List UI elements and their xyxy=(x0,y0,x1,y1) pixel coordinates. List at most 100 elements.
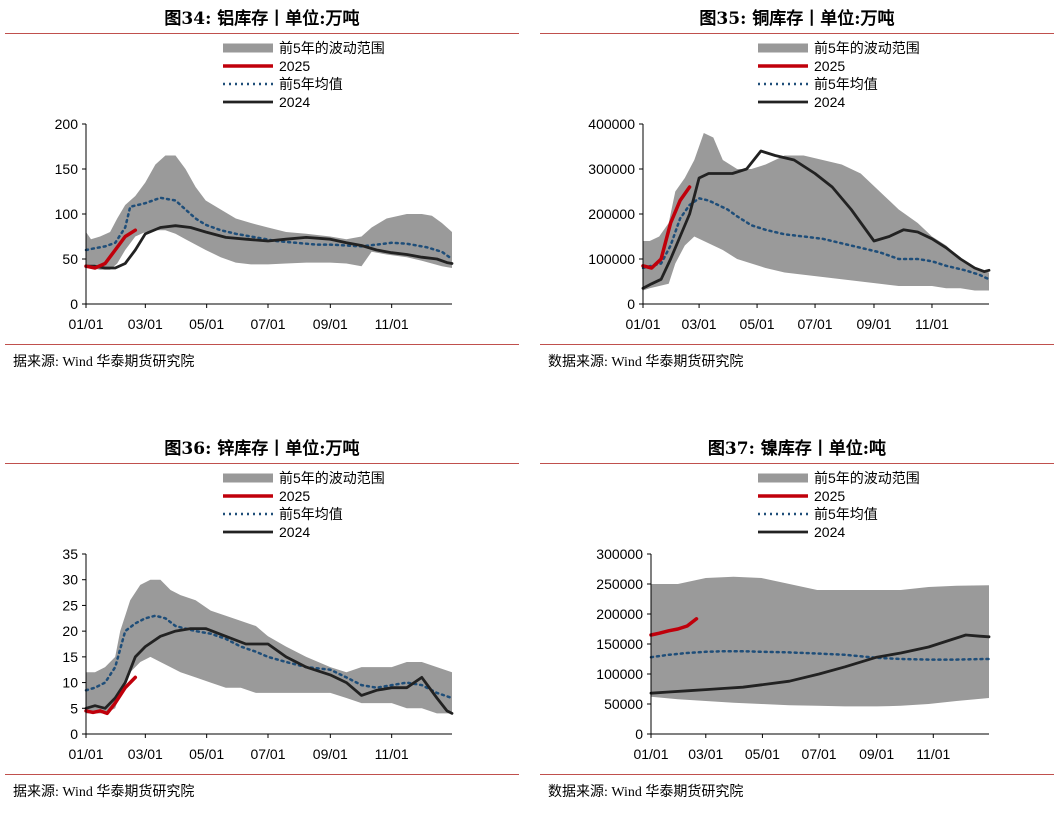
chart-panel-copper: 图35: 铜库存丨单位:万吨 0 100000 200000 300000 400000… xyxy=(540,0,1054,392)
y-tick-label: 400000 xyxy=(588,116,635,132)
legend-label: 2024 xyxy=(814,524,845,540)
range-band xyxy=(643,133,989,291)
chart-plot-nickel: 0 50000 100000 150000 200000 250000 300000 01/0… xyxy=(596,470,991,762)
title-divider xyxy=(5,463,519,464)
x-tick-label: 01/01 xyxy=(633,746,668,762)
x-tick-label: 03/01 xyxy=(128,746,163,762)
legend-label: 前5年均值 xyxy=(279,76,343,92)
y-tick-label: 300000 xyxy=(588,161,635,177)
legend-label: 前5年均值 xyxy=(814,506,878,522)
source-divider xyxy=(540,774,1054,775)
x-tick-label: 07/01 xyxy=(798,316,833,332)
x-tick-label: 05/01 xyxy=(740,316,775,332)
series-line-2024 xyxy=(84,224,454,270)
y-tick-label: 5 xyxy=(70,700,78,716)
y-tick-label: 100000 xyxy=(596,666,643,682)
x-tick-label: 03/01 xyxy=(128,316,163,332)
x-tick-label: 09/01 xyxy=(313,746,348,762)
chart-title: 图34: 铝库存丨单位:万吨 xyxy=(164,9,360,29)
x-tick-label: 05/01 xyxy=(189,746,224,762)
y-tick-label: 0 xyxy=(635,726,643,742)
legend-label: 2024 xyxy=(279,524,310,540)
source-divider xyxy=(540,344,1054,345)
legend-label: 前5年的波动范围 xyxy=(279,470,385,486)
source-note: 据来源: Wind 华泰期货研究院 xyxy=(13,785,195,800)
y-tick-label: 200 xyxy=(55,116,79,132)
y-tick-label: 200000 xyxy=(588,206,635,222)
chart-title: 图37: 镍库存丨单位:吨 xyxy=(707,439,887,459)
chart-plot-aluminium: 0 50 100 150 200 01/01 03/01 05/01 07/01 09/01 11/… xyxy=(55,40,454,332)
y-tick-label: 300000 xyxy=(596,546,643,562)
x-tick-label: 03/01 xyxy=(682,316,717,332)
source-note: 据来源: Wind 华泰期货研究院 xyxy=(13,355,195,370)
chart-panel-nickel: 图37: 镍库存丨单位:吨 0 50000 100000 150000 200000 25… xyxy=(540,430,1054,822)
title-divider xyxy=(540,463,1054,464)
y-tick-label: 10 xyxy=(62,675,78,691)
x-tick-label: 07/01 xyxy=(250,746,285,762)
series-line-2025 xyxy=(84,228,138,270)
legend-label: 2024 xyxy=(279,94,310,110)
range-band xyxy=(86,155,452,270)
y-tick-label: 50 xyxy=(62,251,78,267)
y-tick-label: 50000 xyxy=(604,696,643,712)
legend-label: 2024 xyxy=(814,94,845,110)
source-note: 数据来源: Wind 华泰期货研究院 xyxy=(548,785,744,800)
x-tick-label: 01/01 xyxy=(625,316,660,332)
legend-label: 2025 xyxy=(279,58,310,74)
x-tick-label: 03/01 xyxy=(688,746,723,762)
legend-label: 前5年的波动范围 xyxy=(814,470,920,486)
x-tick-label: 09/01 xyxy=(859,746,894,762)
series-line-前5年均值 xyxy=(84,196,454,261)
source-note: 数据来源: Wind 华泰期货研究院 xyxy=(548,355,744,370)
series-line-前5年均值 xyxy=(641,197,991,281)
x-tick-label: 11/01 xyxy=(375,746,409,762)
chart-panel-zinc: 图36: 锌库存丨单位:万吨 0 5 10 15 20 25 30 35 01/01 03/01 0… xyxy=(5,430,519,822)
title-divider xyxy=(5,33,519,34)
y-tick-label: 35 xyxy=(62,546,78,562)
range-band xyxy=(86,579,452,714)
series-line-2025 xyxy=(641,185,692,270)
chart-title: 图36: 锌库存丨单位:万吨 xyxy=(164,439,360,459)
legend-label: 前5年均值 xyxy=(814,76,878,92)
chart-title: 图35: 铜库存丨单位:万吨 xyxy=(699,9,895,29)
x-tick-label: 05/01 xyxy=(745,746,780,762)
y-tick-label: 0 xyxy=(70,296,78,312)
y-tick-label: 100 xyxy=(55,206,79,222)
y-tick-label: 0 xyxy=(627,296,635,312)
y-tick-label: 250000 xyxy=(596,576,643,592)
title-divider xyxy=(540,33,1054,34)
legend-label: 前5年均值 xyxy=(279,506,343,522)
legend-label: 前5年的波动范围 xyxy=(814,40,920,56)
series-line-2024 xyxy=(649,633,991,695)
y-tick-label: 150000 xyxy=(596,636,643,652)
y-tick-label: 30 xyxy=(62,572,78,588)
y-tick-label: 25 xyxy=(62,597,78,613)
legend-label: 2025 xyxy=(814,488,845,504)
source-divider xyxy=(5,774,519,775)
series-line-前5年均值 xyxy=(84,614,454,700)
chart-panel-aluminium: 图34: 铝库存丨单位:万吨 0 50 100 150 200 01/01 03/01 05/… xyxy=(5,0,519,392)
y-tick-label: 15 xyxy=(62,649,78,665)
series-line-2024 xyxy=(84,627,454,715)
y-tick-label: 150 xyxy=(55,161,79,177)
y-tick-label: 20 xyxy=(62,623,78,639)
chart-plot-copper: 0 100000 200000 300000 400000 01/01 03/01 05/01… xyxy=(588,40,991,332)
legend-label: 2025 xyxy=(279,488,310,504)
x-tick-label: 07/01 xyxy=(250,316,285,332)
x-tick-label: 07/01 xyxy=(802,746,837,762)
range-band xyxy=(651,576,989,707)
y-tick-label: 0 xyxy=(70,726,78,742)
series-line-2024 xyxy=(641,149,991,290)
legend-label: 2025 xyxy=(814,58,845,74)
x-tick-label: 11/01 xyxy=(375,316,409,332)
source-divider xyxy=(5,344,519,345)
y-tick-label: 200000 xyxy=(596,606,643,622)
x-tick-label: 11/01 xyxy=(915,316,949,332)
x-tick-label: 09/01 xyxy=(856,316,891,332)
x-tick-label: 01/01 xyxy=(68,746,103,762)
x-tick-label: 11/01 xyxy=(916,746,950,762)
x-tick-label: 01/01 xyxy=(68,316,103,332)
y-tick-label: 100000 xyxy=(588,251,635,267)
x-tick-label: 09/01 xyxy=(313,316,348,332)
